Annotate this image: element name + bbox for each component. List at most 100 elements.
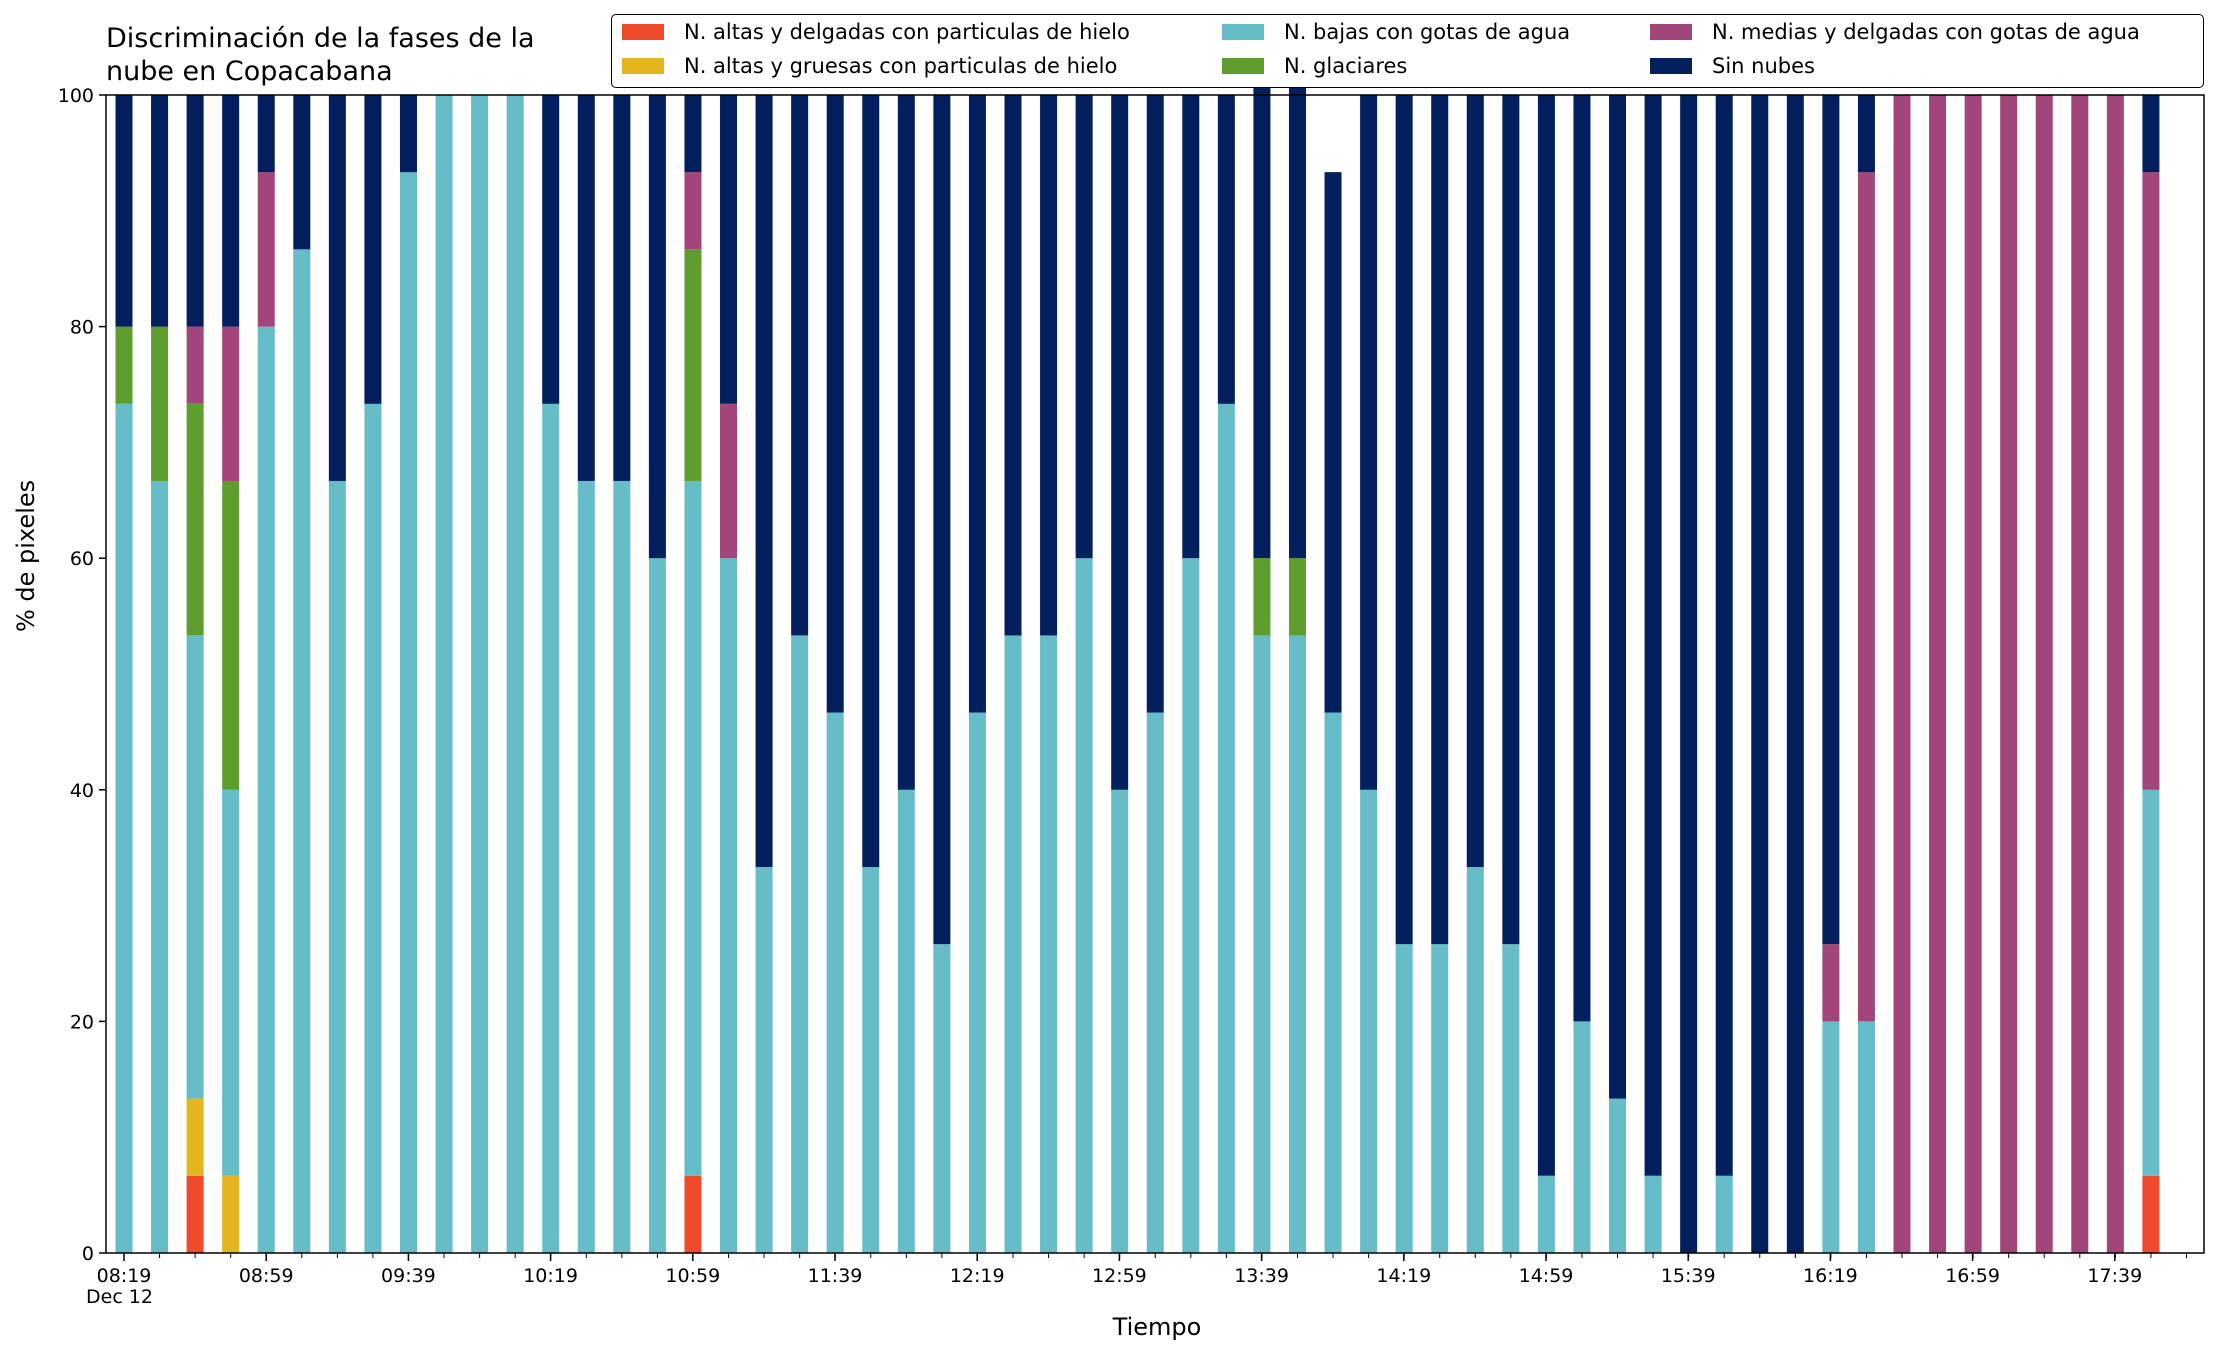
bar-segment [435, 95, 453, 1253]
bar-segment [1431, 944, 1449, 1253]
bar-segment [933, 944, 951, 1253]
bar-segment [1324, 172, 1342, 713]
bar-segment [1537, 95, 1555, 1176]
bar-segment [826, 95, 844, 713]
bar-segment [1502, 944, 1520, 1253]
x-tick-label: 12:59 [1092, 1265, 1147, 1287]
bar-segment [1182, 95, 1200, 559]
legend-swatch [1222, 24, 1264, 40]
y-tick-label: 40 [70, 780, 94, 802]
x-axis-label-text: Tiempo [1112, 1313, 1202, 1341]
bar-segment [328, 95, 346, 481]
bar-segment [222, 326, 240, 481]
bar-segment [897, 95, 915, 790]
x-tick-label: 17:39 [2087, 1265, 2142, 1287]
legend: N. altas y delgadas con particulas de hi… [611, 14, 2204, 88]
bar-segment [968, 95, 986, 713]
bar-segment [1040, 95, 1058, 636]
legend-label: Sin nubes [1712, 54, 1815, 78]
bar-segment [222, 95, 240, 327]
bar-segment [1075, 95, 1093, 559]
bar-segment [648, 95, 666, 559]
bar-segment [1893, 95, 1911, 1253]
x-tick-label: 15:39 [1661, 1265, 1716, 1287]
legend-swatch [1650, 58, 1692, 74]
x-tick-label: 13:39 [1234, 1265, 1289, 1287]
bar-segment [2071, 95, 2089, 1253]
bar-segment [1360, 789, 1378, 1253]
bar-segment [115, 403, 133, 1254]
bar-segment [1395, 95, 1413, 945]
y-tick-label: 100 [58, 85, 94, 107]
bar-segment [1146, 712, 1164, 1253]
bar-segment [1573, 95, 1591, 1022]
bar-segment [1111, 95, 1129, 790]
bar-segment [1040, 635, 1058, 1253]
bar-segment [1786, 95, 1804, 1253]
bar-segment [720, 558, 738, 1253]
bar-segment [2142, 789, 2160, 1176]
bar-segment [720, 403, 738, 559]
bar-segment [1502, 95, 1520, 945]
bar-segment [186, 94, 204, 327]
bar-segment [862, 95, 880, 868]
x-tick-label: 10:59 [665, 1265, 720, 1287]
bar-segment [328, 480, 346, 1254]
bar-segment [862, 867, 880, 1253]
legend-item-glaciares: N. glaciares [1222, 54, 1407, 78]
bar-segment [1466, 867, 1484, 1253]
bar-segment [2142, 172, 2160, 790]
bar-segment [613, 95, 631, 481]
bar-segment [1715, 1175, 1733, 1253]
bar-segment [2142, 95, 2160, 173]
bar-segment [2035, 95, 2053, 1253]
bars-group [115, 17, 2160, 1254]
bar-segment [684, 94, 702, 173]
legend-label: N. altas y delgadas con particulas de hi… [684, 20, 1130, 44]
bar-segment [186, 1098, 204, 1176]
bar-segment [2106, 95, 2124, 1253]
bar-segment [293, 95, 311, 250]
bar-segment [968, 712, 986, 1253]
bar-segment [364, 95, 382, 404]
bar-segment [186, 403, 204, 636]
x-tick-label: 16:59 [1945, 1265, 2000, 1287]
legend-item-sin-nubes: Sin nubes [1650, 54, 1815, 78]
bar-segment [684, 249, 702, 481]
bar-segment [1822, 1021, 1840, 1253]
bar-segment [2000, 95, 2018, 1253]
bar-segment [1644, 1175, 1662, 1253]
bar-segment [1751, 95, 1769, 1253]
bar-segment [222, 789, 240, 1176]
bar-segment [186, 1175, 204, 1253]
bar-segment [115, 95, 133, 327]
bar-segment [613, 480, 631, 1254]
bar-segment [1857, 172, 1875, 1022]
bar-segment [257, 326, 275, 1254]
bar-segment [1182, 558, 1200, 1253]
bar-segment [1537, 1175, 1555, 1253]
bar-segment [933, 95, 951, 945]
bar-segment [364, 403, 382, 1254]
bar-segment [1857, 1021, 1875, 1253]
bar-segment [1822, 95, 1840, 945]
x-tick-label: 09:39 [381, 1265, 436, 1287]
bar-segment [399, 172, 417, 1254]
x-tick-label: 14:19 [1376, 1265, 1431, 1287]
bar-segment [1466, 95, 1484, 868]
bar-segment [471, 95, 489, 1253]
bar-segment [684, 480, 702, 1176]
bar-segment [186, 326, 204, 404]
bar-segment [115, 326, 133, 404]
bar-segment [755, 867, 773, 1253]
legend-swatch [1650, 24, 1692, 40]
legend-label: N. altas y gruesas con particulas de hie… [684, 54, 1118, 78]
x-tick-label: 10:19 [523, 1265, 578, 1287]
bar-segment [1217, 95, 1235, 404]
bar-segment [755, 95, 773, 868]
bar-segment [257, 95, 275, 173]
bar-segment [1395, 944, 1413, 1253]
chart-title: Discriminación de la fases de la nube en… [106, 23, 535, 87]
y-axis-label: % de pixeles [12, 479, 40, 632]
